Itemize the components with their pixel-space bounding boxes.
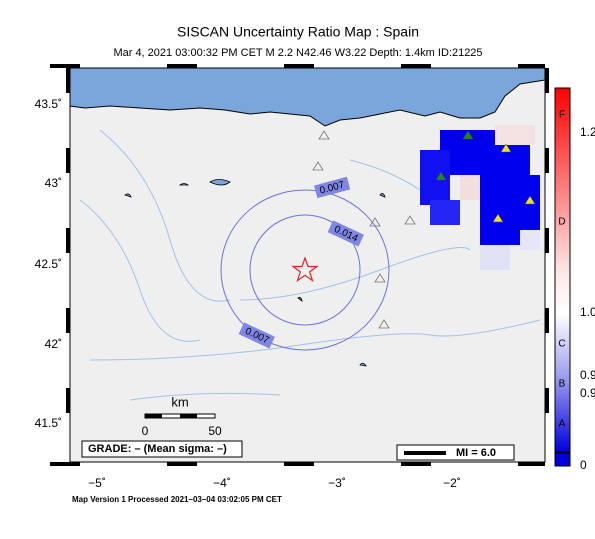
latitude-axis: 43.5˚ 43˚ 42.5˚ 42˚ 41.5˚ — [35, 97, 62, 430]
grade-label: B — [559, 379, 566, 390]
scale-unit: km — [171, 394, 188, 409]
map-area: 0.007 0.014 0.007 km 0 50 GRADE: – (Mean… — [70, 68, 545, 462]
lon-label: −3˚ — [328, 476, 346, 490]
lat-label: 41.5˚ — [35, 416, 62, 430]
grade-label: D — [558, 217, 565, 228]
subtitle: Mar 4, 2021 03:00:32 PM CET M 2.2 N42.46… — [113, 47, 482, 59]
colorbar-value: 0.9 — [580, 386, 595, 400]
sea — [70, 68, 545, 127]
uncertainty-cells — [420, 125, 540, 270]
lat-label: 42˚ — [45, 337, 62, 351]
colorbar: F D C B A 1.2 1.0 0.9 0.9 0 — [554, 87, 595, 472]
lat-label: 43.5˚ — [35, 97, 62, 111]
title: SISCAN Uncertainty Ratio Map : Spain — [177, 24, 419, 40]
scale-bar: km 0 50 — [142, 394, 222, 438]
lat-label: 43˚ — [45, 176, 62, 190]
lat-label: 42.5˚ — [35, 257, 62, 271]
lon-label: −2˚ — [443, 476, 461, 490]
lon-label: −5˚ — [88, 476, 106, 490]
colorbar-value: 0.9 — [580, 368, 595, 382]
magnitude-legend: MI = 6.0 — [456, 447, 496, 459]
grade-label: F — [559, 110, 565, 121]
stations — [312, 130, 536, 329]
colorbar-value: 1.2 — [580, 125, 595, 139]
colorbar-value: 0 — [580, 458, 587, 472]
grade-label: A — [559, 419, 566, 430]
longitude-axis: −5˚ −4˚ −3˚ −2˚ — [88, 476, 461, 490]
frame — [40, 64, 549, 466]
footer: Map Version 1 Processed 2021–03–04 03:02… — [72, 495, 282, 504]
grade-label: C — [558, 339, 565, 350]
lon-label: −4˚ — [213, 476, 231, 490]
colorbar-value: 1.0 — [580, 305, 595, 319]
epicenter — [291, 256, 319, 283]
grade: GRADE: – (Mean sigma: –) — [88, 443, 227, 455]
scale-label: 50 — [208, 424, 222, 438]
scale-label: 0 — [142, 424, 149, 438]
